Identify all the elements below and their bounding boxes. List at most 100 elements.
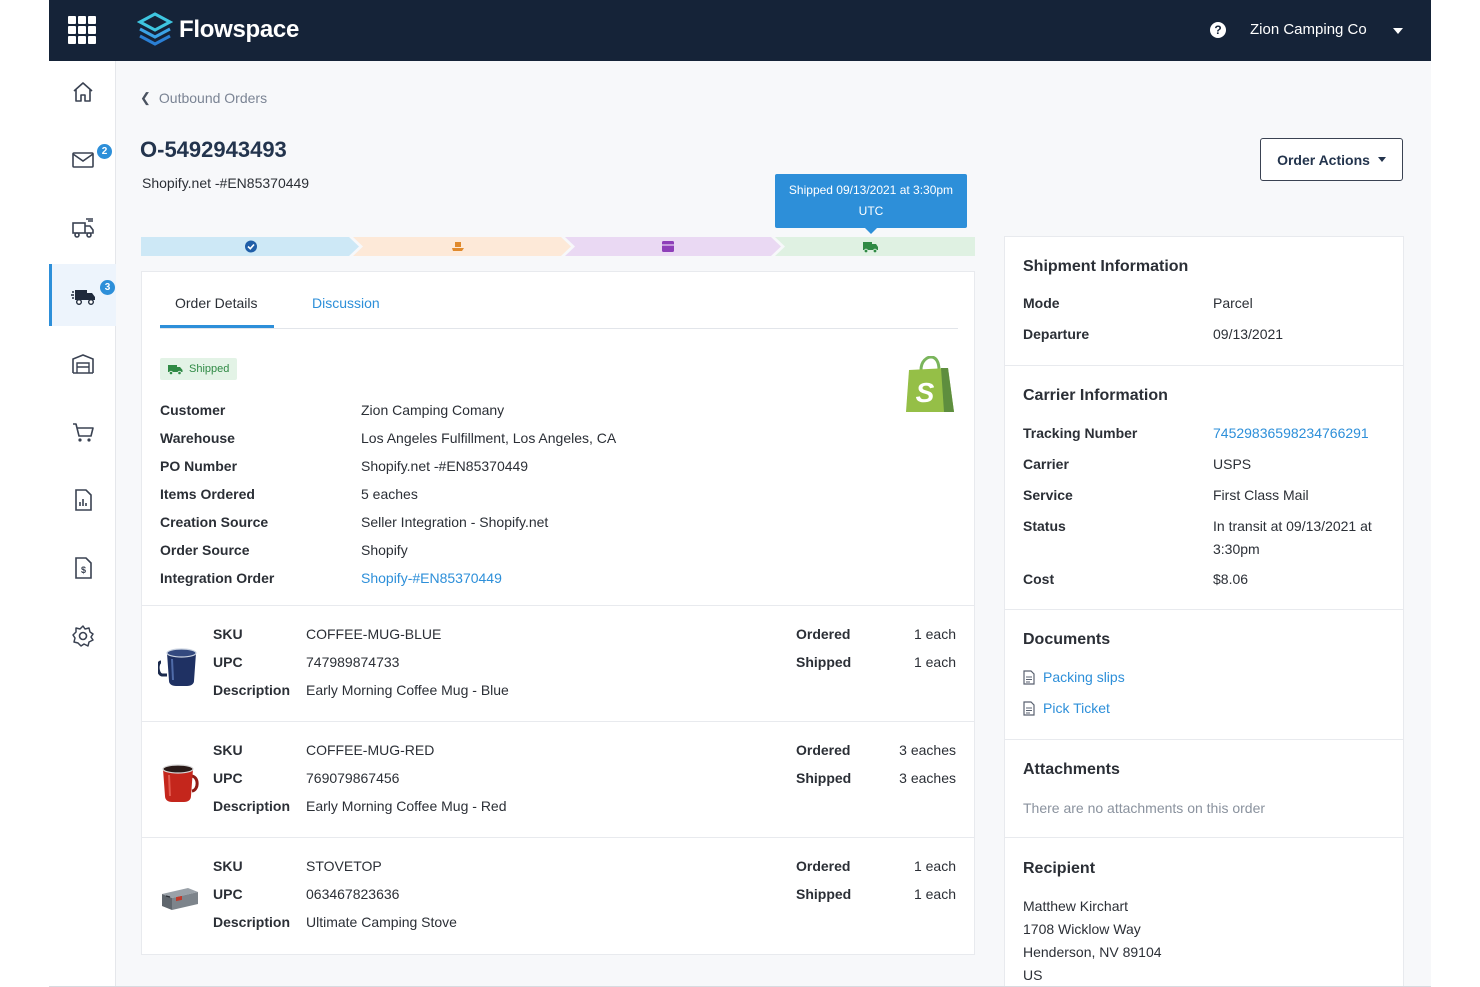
svg-text:S: S	[916, 377, 935, 408]
shipped-label: Shipped	[796, 654, 852, 670]
side-nav: 2 3 $	[49, 61, 116, 986]
detail-row-creation-source: Creation Source Seller Integration - Sho…	[160, 514, 920, 542]
recipient-city: Henderson, NV 89104	[1023, 944, 1162, 960]
red-mug-image	[162, 764, 199, 802]
app-window: Flowspace ? Zion Camping Co 2 3	[49, 0, 1431, 987]
inbound-truck-icon	[71, 218, 94, 238]
departure-value: 09/13/2021	[1213, 326, 1284, 342]
section-title: Recipient	[1023, 860, 1096, 877]
detail-row-po-number: PO Number Shopify.net -#EN85370449	[160, 458, 920, 486]
sku-value: COFFEE-MUG-RED	[306, 742, 435, 758]
progress-step-picking	[353, 237, 571, 256]
cost-label: Cost	[1023, 571, 1055, 587]
detail-label: Customer	[160, 402, 226, 418]
line-items-list: SKU COFFEE-MUG-BLUE UPC 747989874733 Des…	[142, 605, 974, 953]
cost-value: $8.06	[1213, 571, 1249, 587]
tab-bar: Order Details Discussion	[160, 272, 958, 329]
shipped-value: 1 each	[913, 886, 956, 902]
order-info-panel: Shipment Information Mode Parcel Departu…	[1004, 236, 1404, 986]
nav-billing[interactable]: $	[49, 537, 116, 599]
report-icon	[74, 489, 92, 511]
detail-label: Integration Order	[160, 570, 275, 586]
shipped-value: 1 each	[913, 654, 956, 670]
description-value: Early Morning Coffee Mug - Blue	[306, 682, 509, 698]
upc-value: 769079867456	[306, 770, 400, 786]
flowspace-logo-icon	[137, 12, 173, 46]
nav-settings[interactable]	[49, 605, 116, 667]
nav-messages[interactable]: 2	[49, 128, 116, 190]
section-title: Shipment Information	[1023, 258, 1189, 275]
description-label: Description	[213, 682, 291, 698]
attachments-empty-text: There are no attachments on this order	[1023, 800, 1266, 816]
detail-value: Seller Integration - Shopify.net	[361, 514, 549, 530]
nav-outbound[interactable]: 3	[49, 264, 116, 326]
section-title: Attachments	[1023, 761, 1120, 778]
recipient-section: Recipient Matthew Kirchart 1708 Wicklow …	[1005, 838, 1403, 986]
line-item: SKU COFFEE-MUG-RED UPC 769079867456 Desc…	[142, 721, 974, 837]
service-value: First Class Mail	[1213, 487, 1309, 503]
upc-label: UPC	[213, 654, 243, 670]
ordered-value: 1 each	[913, 858, 956, 874]
blue-mug-image	[158, 648, 197, 686]
brand-logo[interactable]: Flowspace	[137, 11, 299, 49]
detail-value: 5 eaches	[361, 486, 418, 502]
recipient-name: Matthew Kirchart	[1023, 898, 1129, 914]
invoice-icon: $	[74, 557, 92, 579]
svg-text:$: $	[80, 565, 85, 575]
nav-inbound[interactable]	[49, 197, 116, 259]
question-circle-icon[interactable]: ?	[1210, 22, 1226, 38]
departure-label: Departure	[1023, 326, 1090, 342]
truck-icon	[863, 242, 878, 254]
order-actions-button[interactable]: Order Actions	[1260, 138, 1403, 181]
packing-slips-label: Packing slips	[1043, 669, 1125, 685]
shipped-label: Shipped	[796, 770, 852, 786]
carrier-label: Carrier	[1023, 456, 1069, 472]
nav-cart[interactable]	[49, 401, 116, 463]
ordered-label: Ordered	[796, 626, 851, 642]
upc-label: UPC	[213, 770, 243, 786]
app-grid-icon[interactable]	[68, 16, 96, 44]
company-switcher[interactable]: Zion Camping Co	[1250, 21, 1367, 38]
ordered-value: 3 eaches	[899, 742, 956, 758]
detail-row-order-source: Order Source Shopify	[160, 542, 920, 570]
chevron-down-icon[interactable]	[1393, 28, 1403, 34]
detail-label: Items Ordered	[160, 486, 255, 502]
nav-warehouse[interactable]	[49, 333, 116, 395]
page-title: O-5492943493	[140, 137, 287, 162]
service-label: Service	[1023, 487, 1073, 503]
packing-slips-link[interactable]: Packing slips	[1023, 669, 1125, 685]
sku-value: STOVETOP	[306, 858, 382, 874]
sku-label: SKU	[213, 742, 243, 758]
document-icon	[1023, 669, 1035, 685]
section-title: Documents	[1023, 631, 1111, 648]
mode-label: Mode	[1023, 295, 1060, 311]
shipped-tooltip: Shipped 09/13/2021 at 3:30pm UTC	[775, 174, 967, 234]
ordered-label: Ordered	[796, 742, 851, 758]
integration-order-link[interactable]: Shopify-#EN85370449	[361, 570, 502, 586]
tab-order-details[interactable]: Order Details	[175, 295, 258, 311]
shipped-label: Shipped	[796, 886, 852, 902]
detail-row-integration-order: Integration Order Shopify-#EN85370449	[160, 570, 920, 598]
tab-discussion[interactable]: Discussion	[312, 295, 380, 311]
cart-icon	[72, 423, 94, 442]
nav-home[interactable]	[49, 61, 116, 123]
nav-reports[interactable]	[49, 469, 116, 531]
description-label: Description	[213, 798, 291, 814]
outbound-badge: 3	[100, 280, 115, 295]
pick-ticket-link[interactable]: Pick Ticket	[1023, 700, 1110, 716]
hand-box-icon	[452, 242, 464, 251]
ordered-value: 1 each	[913, 626, 956, 642]
upc-value: 747989874733	[306, 654, 400, 670]
check-circle-icon	[245, 240, 257, 253]
shopify-bag-icon: S	[906, 356, 954, 412]
mode-value: Parcel	[1213, 295, 1253, 311]
tracking-number-link[interactable]: 7452983659823476629​1	[1213, 425, 1369, 441]
order-progress-bar	[141, 237, 975, 256]
settings-icon	[71, 625, 94, 647]
breadcrumb[interactable]: ❮ Outbound Orders	[140, 90, 267, 106]
carrier-info-section: Carrier Information Tracking Number 7452…	[1005, 366, 1403, 610]
chevron-left-icon[interactable]: ❮	[140, 90, 151, 105]
camping-stove-image	[162, 888, 198, 910]
breadcrumb-outbound-orders[interactable]: Outbound Orders	[158, 90, 268, 106]
shipment-info-section: Shipment Information Mode Parcel Departu…	[1005, 237, 1403, 366]
